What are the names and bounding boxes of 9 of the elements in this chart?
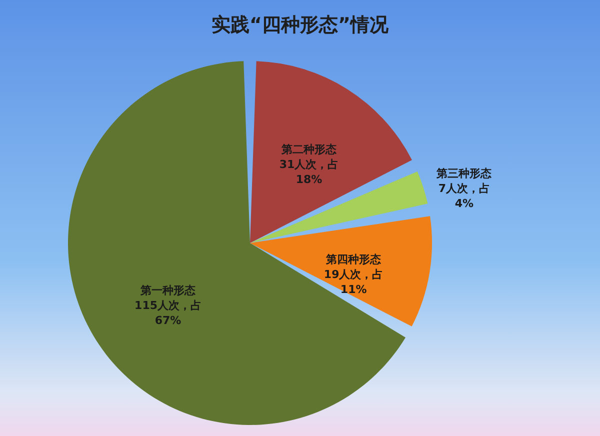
data-label: 7人次，占 4% [438, 182, 490, 210]
chart-title: 实践“四种形态”情况 [212, 14, 390, 36]
slice-label: 第四种形态 [325, 253, 382, 266]
data-label: 115人次，占 67% [134, 299, 202, 328]
data-label: 19人次，占 11% [324, 268, 384, 296]
slice-label: 第三种形态 [436, 167, 493, 180]
data-label: 31人次，占 18% [279, 158, 339, 186]
slice-label: 第一种形态 [140, 284, 197, 298]
slice-label: 第二种形态 [280, 143, 338, 156]
